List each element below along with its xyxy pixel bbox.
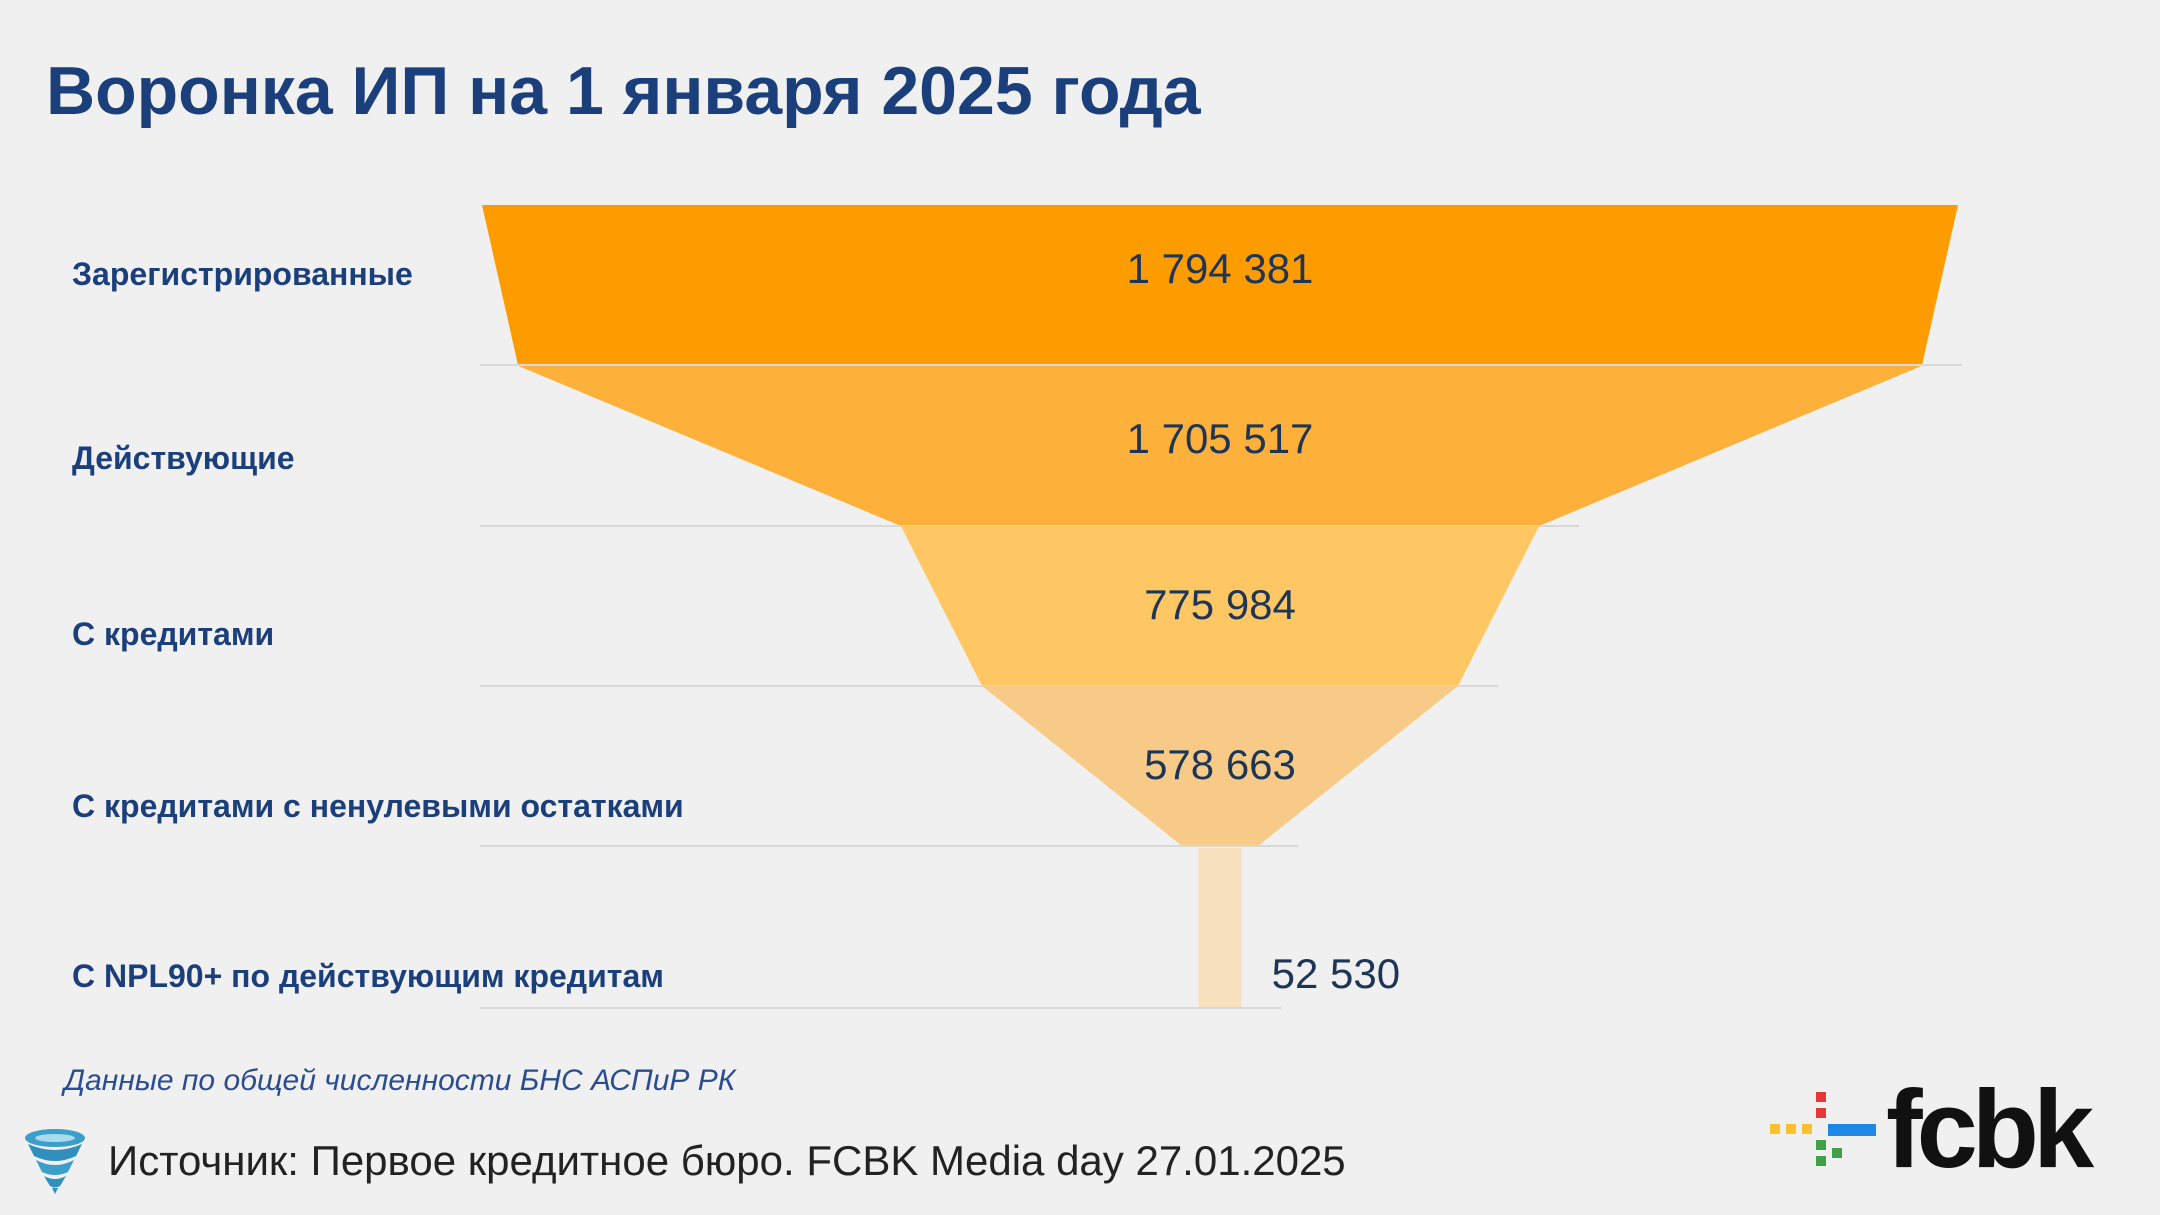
plus-dots-icon: [1770, 1092, 1876, 1166]
page-title: Воронка ИП на 1 января 2025 года: [46, 53, 1201, 129]
fcbk-logo: fcbk: [1768, 1068, 2128, 1191]
stage-label-npl90: С NPL90+ по действующим кредитам: [72, 958, 664, 994]
funnel-value-2: 1 705 517: [1127, 415, 1314, 462]
funnel-segment-2: [518, 366, 1922, 526]
funnel-segment-4: [982, 686, 1458, 846]
stage-label-nonzero-balance: С кредитами с ненулевыми остатками: [72, 788, 684, 824]
funnel-value-3: 775 984: [1144, 581, 1296, 628]
stage-label-with-credits: С кредитами: [72, 616, 275, 652]
funnel-value-5: 52 530: [1272, 950, 1400, 997]
funnel-segment-3: [900, 526, 1540, 686]
source-row: Источник: Первое кредитное бюро. FCBK Me…: [20, 1126, 1346, 1196]
funnel-value-4: 578 663: [1144, 741, 1296, 788]
stage-label-registered: Зарегистрированные: [72, 256, 413, 292]
funnel-chart: 1 794 381 1 705 517 775 984 578 663 52 530: [480, 205, 1962, 1009]
stage-label-active: Действующие: [72, 440, 295, 476]
logo-text: fcbk: [1886, 1068, 2094, 1191]
source-text: Источник: Первое кредитное бюро. FCBK Me…: [108, 1137, 1346, 1184]
funnel-segment-5: [1198, 848, 1242, 1008]
footnote: Данные по общей численности БНС АСПиР РК: [64, 1064, 736, 1097]
tornado-icon: [25, 1129, 85, 1194]
funnel-segment-1: [482, 205, 1958, 365]
funnel-value-1: 1 794 381: [1127, 245, 1314, 292]
